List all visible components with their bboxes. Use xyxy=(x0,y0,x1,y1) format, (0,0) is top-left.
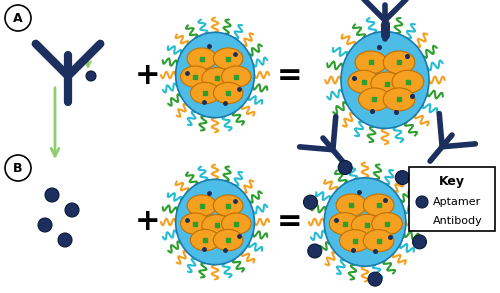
Ellipse shape xyxy=(214,48,243,69)
Text: +: + xyxy=(135,60,161,89)
Circle shape xyxy=(5,5,31,31)
Ellipse shape xyxy=(341,32,429,128)
Ellipse shape xyxy=(336,194,366,216)
Ellipse shape xyxy=(202,68,232,89)
Ellipse shape xyxy=(324,178,406,266)
Circle shape xyxy=(408,186,422,200)
Ellipse shape xyxy=(190,229,220,251)
Ellipse shape xyxy=(176,32,254,118)
Ellipse shape xyxy=(364,230,394,252)
Ellipse shape xyxy=(222,213,251,234)
Ellipse shape xyxy=(383,88,415,111)
Ellipse shape xyxy=(371,72,402,95)
Circle shape xyxy=(86,71,96,81)
Text: =: = xyxy=(277,207,303,236)
Ellipse shape xyxy=(358,88,390,111)
Ellipse shape xyxy=(372,213,402,235)
Text: Aptamer: Aptamer xyxy=(433,197,481,207)
Circle shape xyxy=(396,171,409,185)
FancyBboxPatch shape xyxy=(409,167,495,231)
Ellipse shape xyxy=(214,82,243,104)
Text: Key: Key xyxy=(439,176,465,188)
Circle shape xyxy=(416,196,428,208)
Ellipse shape xyxy=(214,195,243,216)
Ellipse shape xyxy=(355,51,387,74)
Ellipse shape xyxy=(214,229,243,251)
Ellipse shape xyxy=(364,194,394,216)
Text: B: B xyxy=(13,161,23,175)
Circle shape xyxy=(5,155,31,181)
Circle shape xyxy=(58,233,72,247)
Ellipse shape xyxy=(330,213,360,235)
Circle shape xyxy=(65,203,79,217)
Circle shape xyxy=(38,218,52,232)
Ellipse shape xyxy=(180,66,210,87)
Circle shape xyxy=(338,161,352,175)
Circle shape xyxy=(45,188,59,202)
Ellipse shape xyxy=(352,214,382,236)
Ellipse shape xyxy=(202,214,232,236)
Ellipse shape xyxy=(176,179,254,265)
Ellipse shape xyxy=(340,230,370,252)
Ellipse shape xyxy=(392,70,424,93)
Ellipse shape xyxy=(180,213,210,234)
Ellipse shape xyxy=(348,70,380,93)
Circle shape xyxy=(308,244,322,258)
Text: A: A xyxy=(13,11,23,25)
Circle shape xyxy=(368,272,382,286)
Ellipse shape xyxy=(222,66,251,87)
Text: Antibody: Antibody xyxy=(433,216,483,226)
Text: +: + xyxy=(135,207,161,236)
Circle shape xyxy=(412,235,426,249)
Circle shape xyxy=(304,195,318,209)
Text: =: = xyxy=(277,60,303,89)
Ellipse shape xyxy=(187,48,216,69)
Ellipse shape xyxy=(383,51,415,74)
Ellipse shape xyxy=(190,82,220,104)
Ellipse shape xyxy=(187,195,216,216)
